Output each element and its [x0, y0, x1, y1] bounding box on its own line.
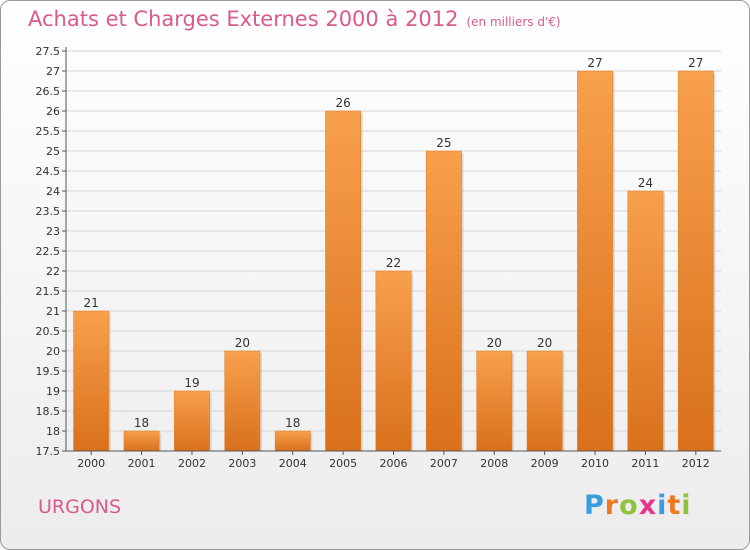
y-tick-label: 19 [46, 385, 60, 398]
bar-value-label: 25 [436, 136, 451, 150]
bar [224, 350, 261, 452]
x-tick-label: 2007 [430, 457, 458, 470]
bar-value-label: 24 [638, 176, 653, 190]
logo-letter: i [681, 490, 692, 521]
bar-value-label: 18 [285, 416, 300, 430]
bar [274, 430, 311, 452]
logo-letter: t [667, 490, 682, 521]
bar [73, 310, 110, 452]
bar [476, 350, 513, 452]
y-tick-label: 27 [46, 65, 60, 78]
logo-letter: i [657, 490, 668, 521]
logo-letter: o [619, 490, 639, 521]
y-tick-label: 18.5 [36, 405, 61, 418]
x-tick-label: 2006 [380, 457, 408, 470]
bar-value-label: 21 [84, 296, 99, 310]
y-tick-label: 26.5 [36, 85, 61, 98]
bar [426, 150, 462, 452]
y-tick-label: 21.5 [36, 285, 61, 298]
chart-unit: (en milliers d'€) [466, 15, 561, 29]
logo-letter: r [604, 490, 620, 521]
bar [375, 270, 412, 452]
y-tick-label: 20.5 [36, 325, 61, 338]
y-tick-label: 24 [46, 185, 60, 198]
logo-letter: x [638, 490, 658, 521]
x-tick-label: 2003 [228, 457, 256, 470]
chart-title-text: Achats et Charges Externes 2000 à 2012 [28, 7, 459, 31]
bar-value-label: 20 [235, 336, 250, 350]
proxiti-logo: Proxiti [584, 490, 692, 521]
x-tick-label: 2001 [128, 457, 156, 470]
y-tick-label: 27.5 [36, 45, 61, 58]
y-tick-label: 19.5 [36, 365, 61, 378]
bar-value-label: 19 [184, 376, 199, 390]
bar [677, 70, 714, 452]
y-tick-label: 21 [46, 305, 60, 318]
y-tick-label: 25 [46, 145, 60, 158]
x-tick-label: 2011 [631, 457, 659, 470]
y-tick-label: 24.5 [36, 165, 61, 178]
y-tick-label: 26 [46, 105, 60, 118]
bar [123, 430, 160, 452]
bar-value-label: 26 [335, 96, 350, 110]
y-tick-label: 23.5 [36, 205, 61, 218]
x-tick-label: 2004 [279, 457, 307, 470]
y-tick-label: 18 [46, 425, 60, 438]
bar [325, 110, 362, 452]
bar-value-label: 22 [386, 256, 401, 270]
bar-value-label: 18 [134, 416, 149, 430]
x-tick-label: 2012 [682, 457, 710, 470]
logo-letter: P [584, 490, 605, 521]
y-tick-label: 22 [46, 265, 60, 278]
commune-name: URGONS [38, 496, 122, 518]
y-tick-label: 17.5 [36, 445, 61, 458]
x-tick-label: 2002 [178, 457, 206, 470]
bar-value-label: 27 [688, 56, 703, 70]
bar-value-label: 27 [587, 56, 602, 70]
y-tick-label: 20 [46, 345, 60, 358]
y-tick-label: 25.5 [36, 125, 61, 138]
x-tick-label: 2008 [480, 457, 508, 470]
x-tick-label: 2009 [531, 457, 559, 470]
bar-value-label: 20 [537, 336, 552, 350]
bar [526, 350, 563, 452]
x-tick-label: 2000 [77, 457, 105, 470]
bar [174, 390, 210, 452]
x-tick-label: 2010 [581, 457, 609, 470]
y-tick-label: 22.5 [36, 245, 61, 258]
bar [627, 190, 664, 452]
y-tick-label: 23 [46, 225, 60, 238]
bar [577, 70, 613, 452]
x-tick-label: 2005 [329, 457, 357, 470]
chart-title: Achats et Charges Externes 2000 à 2012 (e… [28, 7, 561, 31]
bar-value-label: 20 [487, 336, 502, 350]
